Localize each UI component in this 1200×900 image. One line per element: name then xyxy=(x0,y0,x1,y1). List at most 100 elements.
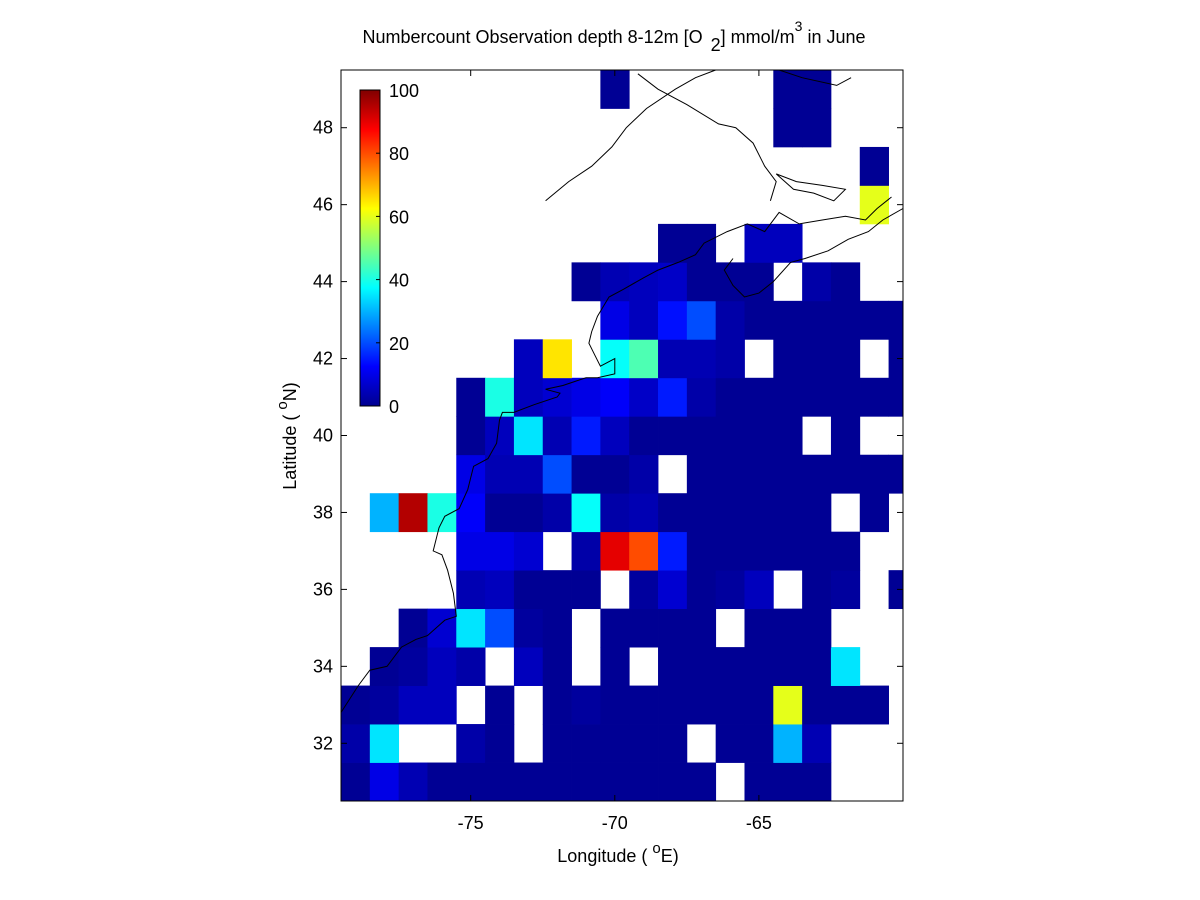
colorbar-tick-label: 20 xyxy=(389,334,409,354)
grid-cell xyxy=(629,377,659,417)
grid-cell xyxy=(802,377,832,417)
grid-cell xyxy=(513,762,544,802)
grid-cell xyxy=(715,647,745,686)
grid-cell xyxy=(485,377,515,417)
grid-cell xyxy=(600,300,630,340)
grid-cell xyxy=(715,300,745,340)
grid-cell xyxy=(658,377,688,417)
grid-cell xyxy=(542,762,572,802)
grid-cell xyxy=(600,454,630,494)
grid-cell xyxy=(542,416,572,456)
grid-cell xyxy=(686,762,717,802)
grid-cell xyxy=(456,493,486,533)
y-axis-label-main: Latitude ( xyxy=(280,410,300,490)
grid-cell xyxy=(773,377,803,417)
grid-cell xyxy=(773,608,803,648)
grid-cell xyxy=(398,762,428,802)
y-tick-label: 44 xyxy=(313,272,333,292)
grid-cell xyxy=(658,608,688,648)
y-tick-label: 38 xyxy=(313,502,333,522)
grid-cell xyxy=(456,531,486,571)
grid-cell xyxy=(744,685,774,725)
grid-cell xyxy=(658,531,688,571)
grid-cell xyxy=(802,531,832,571)
grid-cell xyxy=(427,685,457,725)
grid-cell xyxy=(658,223,688,263)
grid-cell xyxy=(830,416,861,456)
grid-cell xyxy=(744,724,774,763)
grid-cell xyxy=(773,300,803,340)
grid-cell xyxy=(398,493,428,533)
grid-cell xyxy=(571,262,601,302)
grid-cell xyxy=(773,223,803,263)
grid-cell xyxy=(398,608,428,648)
grid-cell xyxy=(485,493,515,533)
grid-cell xyxy=(542,493,572,533)
y-tick-label: 48 xyxy=(313,118,333,138)
grid-cell xyxy=(744,262,774,302)
grid-cell xyxy=(859,146,889,186)
grid-cell xyxy=(830,262,861,302)
grid-cell xyxy=(485,685,515,725)
grid-cell xyxy=(658,724,688,763)
y-tick-label: 46 xyxy=(313,195,333,215)
grid-cell xyxy=(715,416,745,456)
grid-cell xyxy=(715,531,745,571)
y-tick-label: 36 xyxy=(313,579,333,599)
grid-cell xyxy=(629,762,659,802)
grid-cell xyxy=(456,377,486,417)
grid-cell xyxy=(513,339,544,379)
grid-cell xyxy=(571,493,601,533)
grid-cell xyxy=(456,416,486,456)
grid-cell xyxy=(686,493,717,533)
y-axis-ticks: 32 34 36 38 40 42 44 46 48 xyxy=(313,118,903,753)
grid-cell xyxy=(542,339,572,379)
grid-cell xyxy=(600,416,630,456)
grid-cell xyxy=(600,70,630,109)
grid-cell xyxy=(571,762,601,802)
grid-cell xyxy=(686,454,717,494)
grid-cell xyxy=(571,685,601,725)
grid-cell xyxy=(744,570,774,610)
grid-cell xyxy=(802,108,832,148)
grid-cell xyxy=(773,493,803,533)
grid-cell xyxy=(686,339,717,379)
grid-cell xyxy=(802,493,832,533)
grid-cell xyxy=(715,377,745,417)
grid-cell xyxy=(600,493,630,533)
grid-cell xyxy=(802,300,832,340)
grid-cell xyxy=(802,685,832,725)
title-superscript: 3 xyxy=(795,18,803,34)
grid-cell xyxy=(802,339,832,379)
grid-cell xyxy=(398,685,428,725)
grid-cell xyxy=(744,454,774,494)
x-axis-label-degree: o xyxy=(652,840,660,857)
grid-cell xyxy=(830,339,861,379)
grid-cell xyxy=(686,570,717,610)
x-axis-ticks: -75 -70 -65 xyxy=(458,70,772,833)
grid-cell xyxy=(686,685,717,725)
heatmap-cells xyxy=(341,70,904,802)
x-axis-label-main: Longitude ( xyxy=(557,846,652,866)
y-tick-label: 32 xyxy=(313,733,333,753)
y-axis-label-end: N) xyxy=(280,382,300,401)
grid-cell xyxy=(456,647,486,686)
grid-cell xyxy=(485,762,515,802)
grid-cell xyxy=(485,608,515,648)
grid-cell xyxy=(888,570,904,610)
x-tick-label: -65 xyxy=(746,813,772,833)
grid-cell xyxy=(802,647,832,686)
colorbar-tick-label: 80 xyxy=(389,144,409,164)
grid-cell xyxy=(744,377,774,417)
colorbar-tick-label: 40 xyxy=(389,271,409,291)
title-prefix: Numbercount Observation depth 8-12m [O xyxy=(362,27,702,47)
grid-cell xyxy=(485,724,515,763)
x-tick-label: -70 xyxy=(602,813,628,833)
y-axis-label-degree: o xyxy=(274,401,291,409)
grid-cell xyxy=(802,608,832,648)
grid-cell xyxy=(629,724,659,763)
x-tick-label: -75 xyxy=(458,813,484,833)
grid-cell xyxy=(629,300,659,340)
colorbar-gradient xyxy=(359,89,381,407)
grid-cell xyxy=(571,416,601,456)
